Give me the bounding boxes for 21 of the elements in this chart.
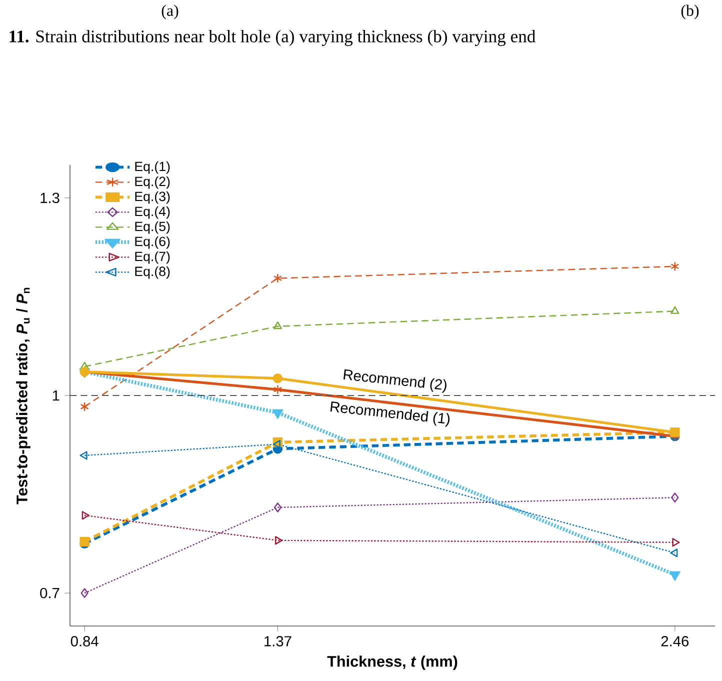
x-tick-label: 0.84 xyxy=(70,636,98,646)
legend-label: Eq.(5) xyxy=(135,221,170,234)
y-tick-label: 1 xyxy=(52,390,60,401)
y-axis-title: Test-to-predicted ratio, P$_{u}$ / P$_{n}$ xyxy=(16,288,30,504)
y-tick-label: 0.7 xyxy=(40,588,60,598)
y-tick-label: 1.3 xyxy=(40,192,60,204)
legend-label: Eq.(8) xyxy=(135,266,170,279)
legend-label: Eq.(1) xyxy=(135,161,170,174)
legend-label: Eq.(4) xyxy=(135,206,170,219)
text: 11. Strain distributions near bolt hole (a) varying thickness (b) varying end xyxy=(10,30,536,46)
x-axis-title: Thickness, t (mm) xyxy=(327,656,458,670)
annotation: Recommended (1) xyxy=(330,402,450,427)
legend-label: Eq.(3) xyxy=(135,191,170,204)
text: (a) xyxy=(162,4,178,20)
legend-label: Eq.(6) xyxy=(135,236,170,249)
text: (b) xyxy=(681,4,699,20)
legend-label: Eq.(7) xyxy=(135,251,170,264)
x-tick-label: 2.46 xyxy=(661,636,689,646)
legend-label: Eq.(2) xyxy=(135,176,170,189)
annotation: Recommend (2) xyxy=(344,369,446,393)
x-tick-label: 1.37 xyxy=(264,636,292,646)
